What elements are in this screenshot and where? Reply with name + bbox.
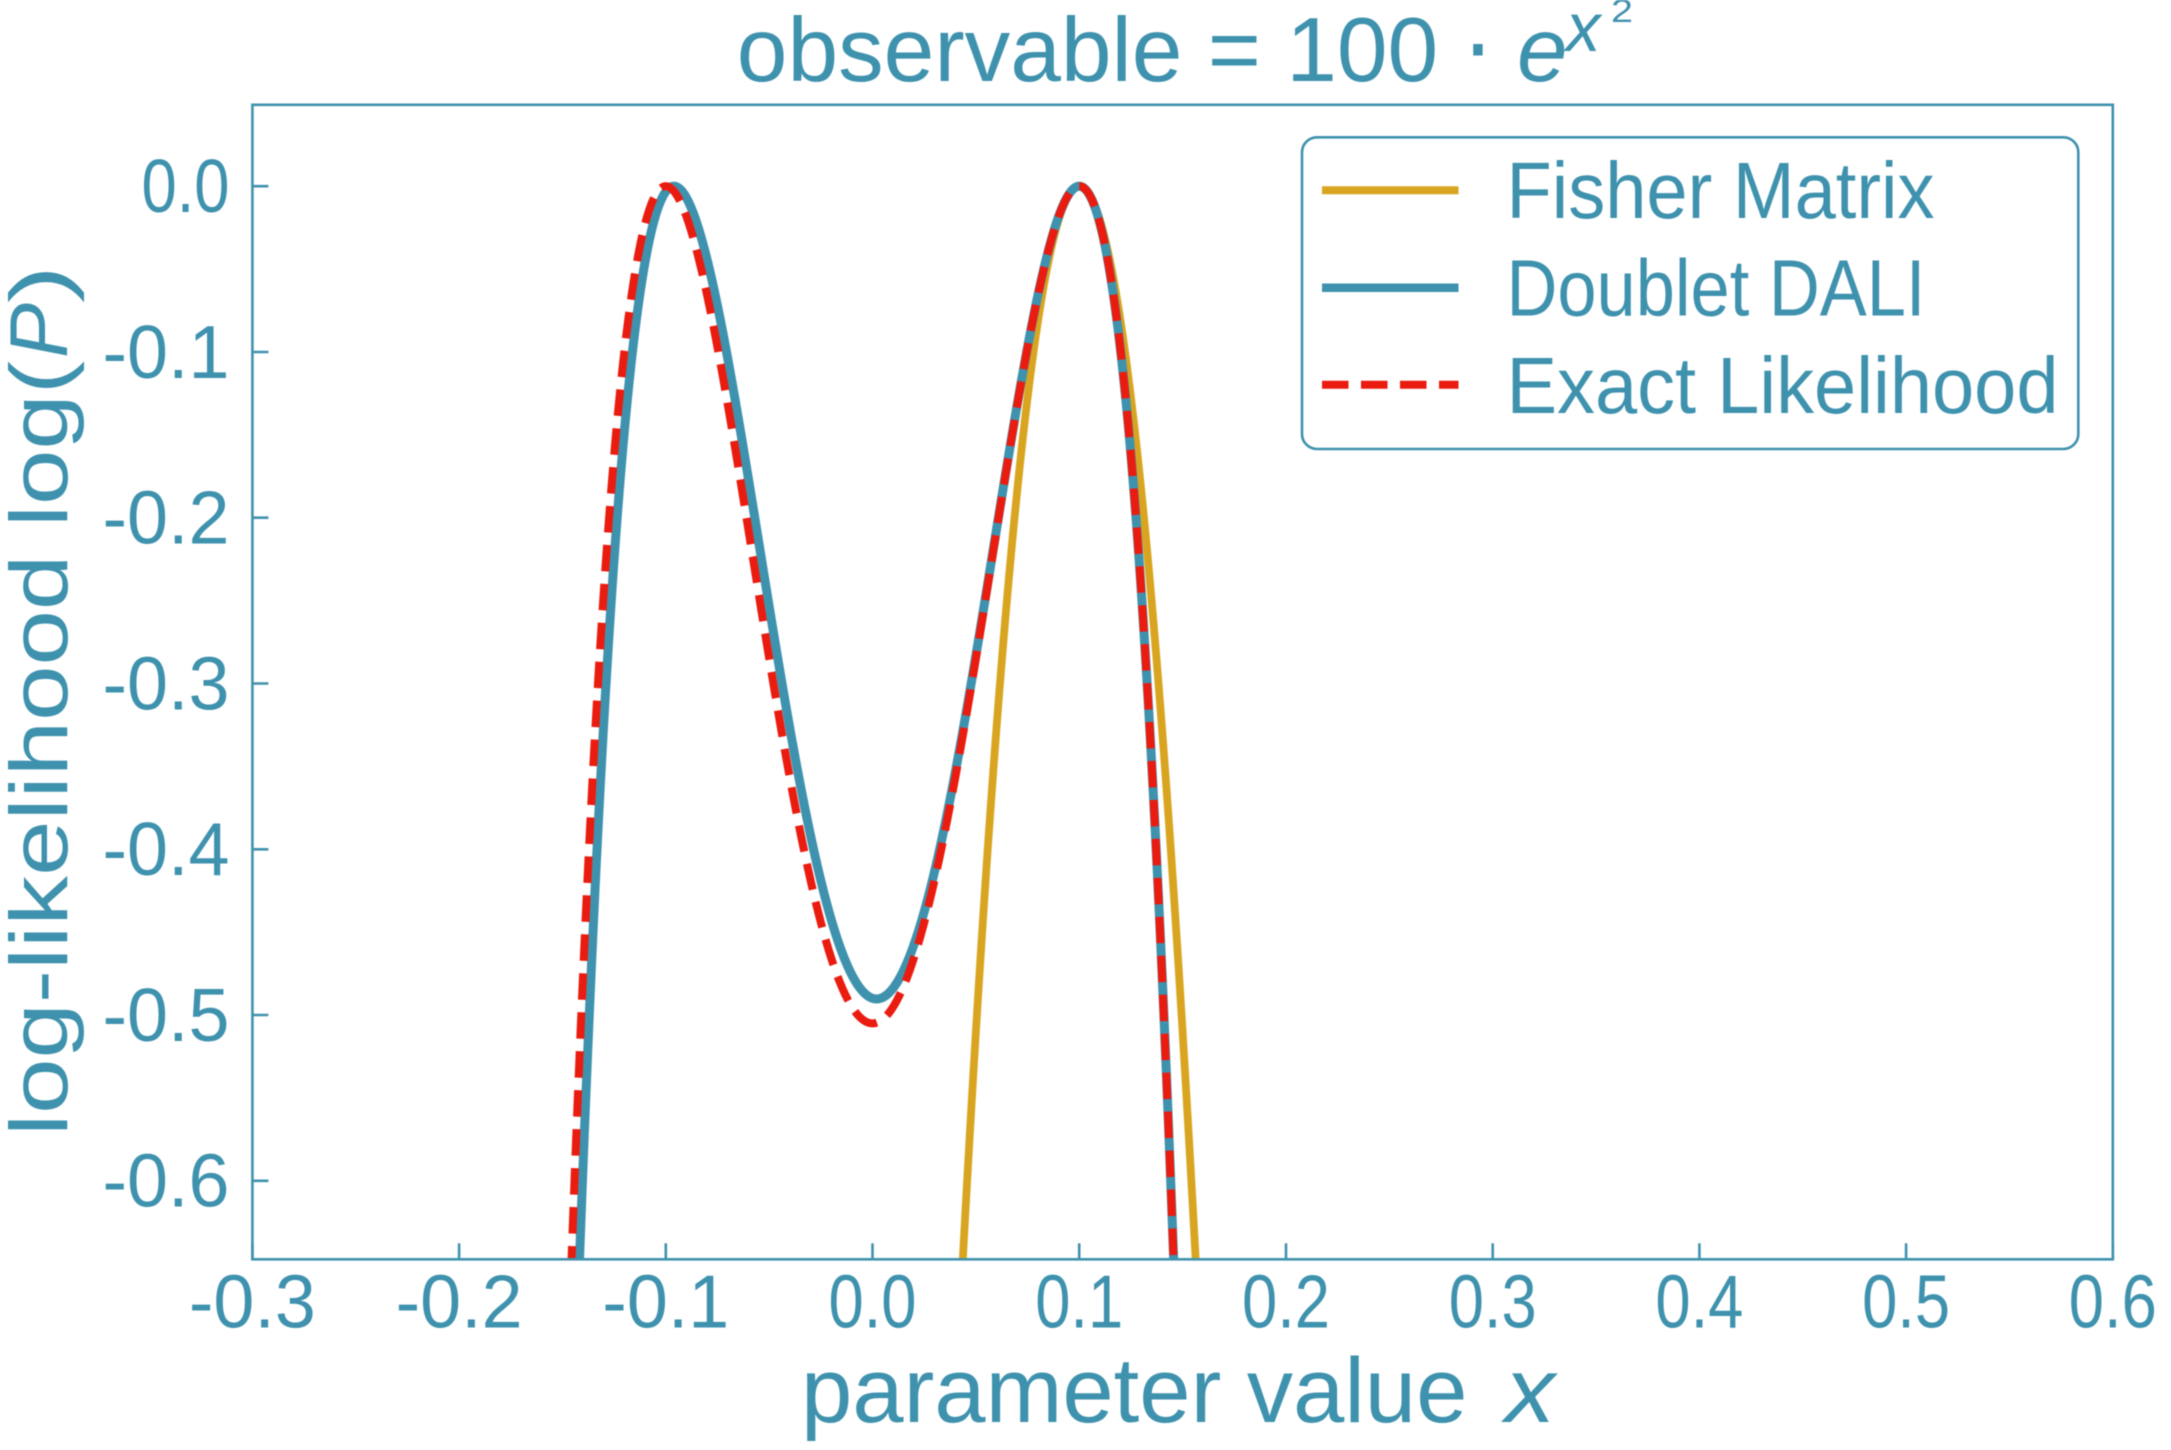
svg-text:): ) — [0, 265, 85, 303]
svg-text:-0.4: -0.4 — [103, 807, 230, 891]
svg-text:parameter value: parameter value — [801, 1340, 1493, 1442]
svg-text:Doublet DALI: Doublet DALI — [1507, 244, 1926, 333]
svg-text:0.5: 0.5 — [1862, 1260, 1950, 1344]
svg-text:0.6: 0.6 — [2069, 1260, 2157, 1344]
svg-text:x: x — [1563, 0, 1603, 66]
svg-text:-0.1: -0.1 — [602, 1260, 729, 1344]
svg-text:0.3: 0.3 — [1449, 1260, 1537, 1344]
svg-text:-0.6: -0.6 — [103, 1139, 230, 1223]
svg-text:-0.5: -0.5 — [103, 973, 230, 1057]
svg-text:e: e — [1517, 0, 1568, 101]
svg-text:-0.3: -0.3 — [103, 641, 230, 725]
svg-text:-0.2: -0.2 — [103, 476, 230, 560]
svg-text:P: P — [0, 303, 85, 358]
svg-text:Fisher Matrix: Fisher Matrix — [1507, 146, 1935, 235]
svg-text:0.4: 0.4 — [1655, 1260, 1743, 1344]
svg-text:-0.3: -0.3 — [189, 1260, 316, 1344]
svg-text:0.1: 0.1 — [1035, 1260, 1123, 1344]
svg-text:0.0: 0.0 — [829, 1260, 917, 1344]
svg-text:-0.1: -0.1 — [103, 310, 230, 394]
svg-text:2: 2 — [1611, 0, 1633, 29]
svg-text:Exact Likelihood: Exact Likelihood — [1507, 341, 2059, 430]
svg-text:x: x — [1501, 1340, 1559, 1442]
svg-text:0.2: 0.2 — [1242, 1260, 1330, 1344]
svg-text:observable = 100 ⋅: observable = 100 ⋅ — [737, 0, 1518, 101]
svg-text:0.0: 0.0 — [142, 144, 230, 228]
svg-text:-0.2: -0.2 — [396, 1260, 523, 1344]
svg-text:log-likelihood log(: log-likelihood log( — [0, 361, 85, 1136]
